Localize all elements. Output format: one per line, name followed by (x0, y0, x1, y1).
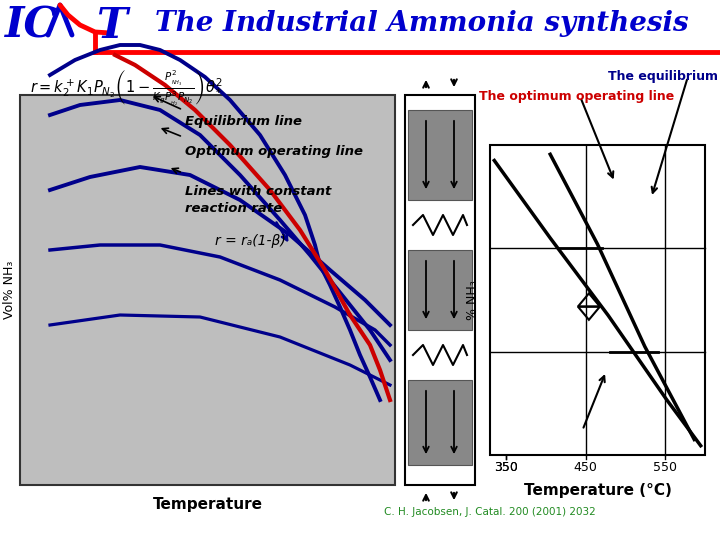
Bar (20, 95, 395, 485)
Text: The Industrial Ammonia synthesis: The Industrial Ammonia synthesis (155, 10, 688, 37)
Bar (405, 95, 475, 485)
Text: T: T (96, 5, 127, 47)
Text: Temperature: Temperature (153, 497, 263, 512)
Text: Optimum operating line: Optimum operating line (185, 145, 363, 158)
Bar (408, 110, 472, 200)
Text: The optimum operating line: The optimum operating line (480, 90, 675, 103)
Bar (490, 145, 705, 455)
Text: Equilibrium line: Equilibrium line (185, 115, 302, 128)
Bar (408, 250, 472, 330)
Text: 350: 350 (494, 461, 518, 474)
Text: 450: 450 (574, 461, 598, 474)
Text: Vol% NH₃: Vol% NH₃ (4, 261, 17, 319)
Text: % NH₃: % NH₃ (466, 280, 479, 320)
Text: r = rₐ(1-β): r = rₐ(1-β) (215, 234, 286, 248)
Text: Temperature (°C): Temperature (°C) (523, 483, 672, 498)
Text: 550: 550 (653, 461, 678, 474)
Text: 350: 350 (494, 461, 518, 474)
Text: IC: IC (5, 5, 58, 47)
Text: $r = k_2^+ K_1 P_{N_2} \left( 1 - \frac{P^2_{_{NH_3}}}{K_g P^3_{_{H_2}} P_{N_2}}: $r = k_2^+ K_1 P_{N_2} \left( 1 - \frac{… (30, 68, 222, 108)
Text: The equilibrium curve: The equilibrium curve (608, 70, 720, 83)
Text: C. H. Jacobsen, J. Catal. 200 (2001) 2032: C. H. Jacobsen, J. Catal. 200 (2001) 203… (384, 507, 596, 517)
Bar (408, 380, 472, 465)
Text: Lines with constant
reaction rate: Lines with constant reaction rate (185, 185, 331, 215)
